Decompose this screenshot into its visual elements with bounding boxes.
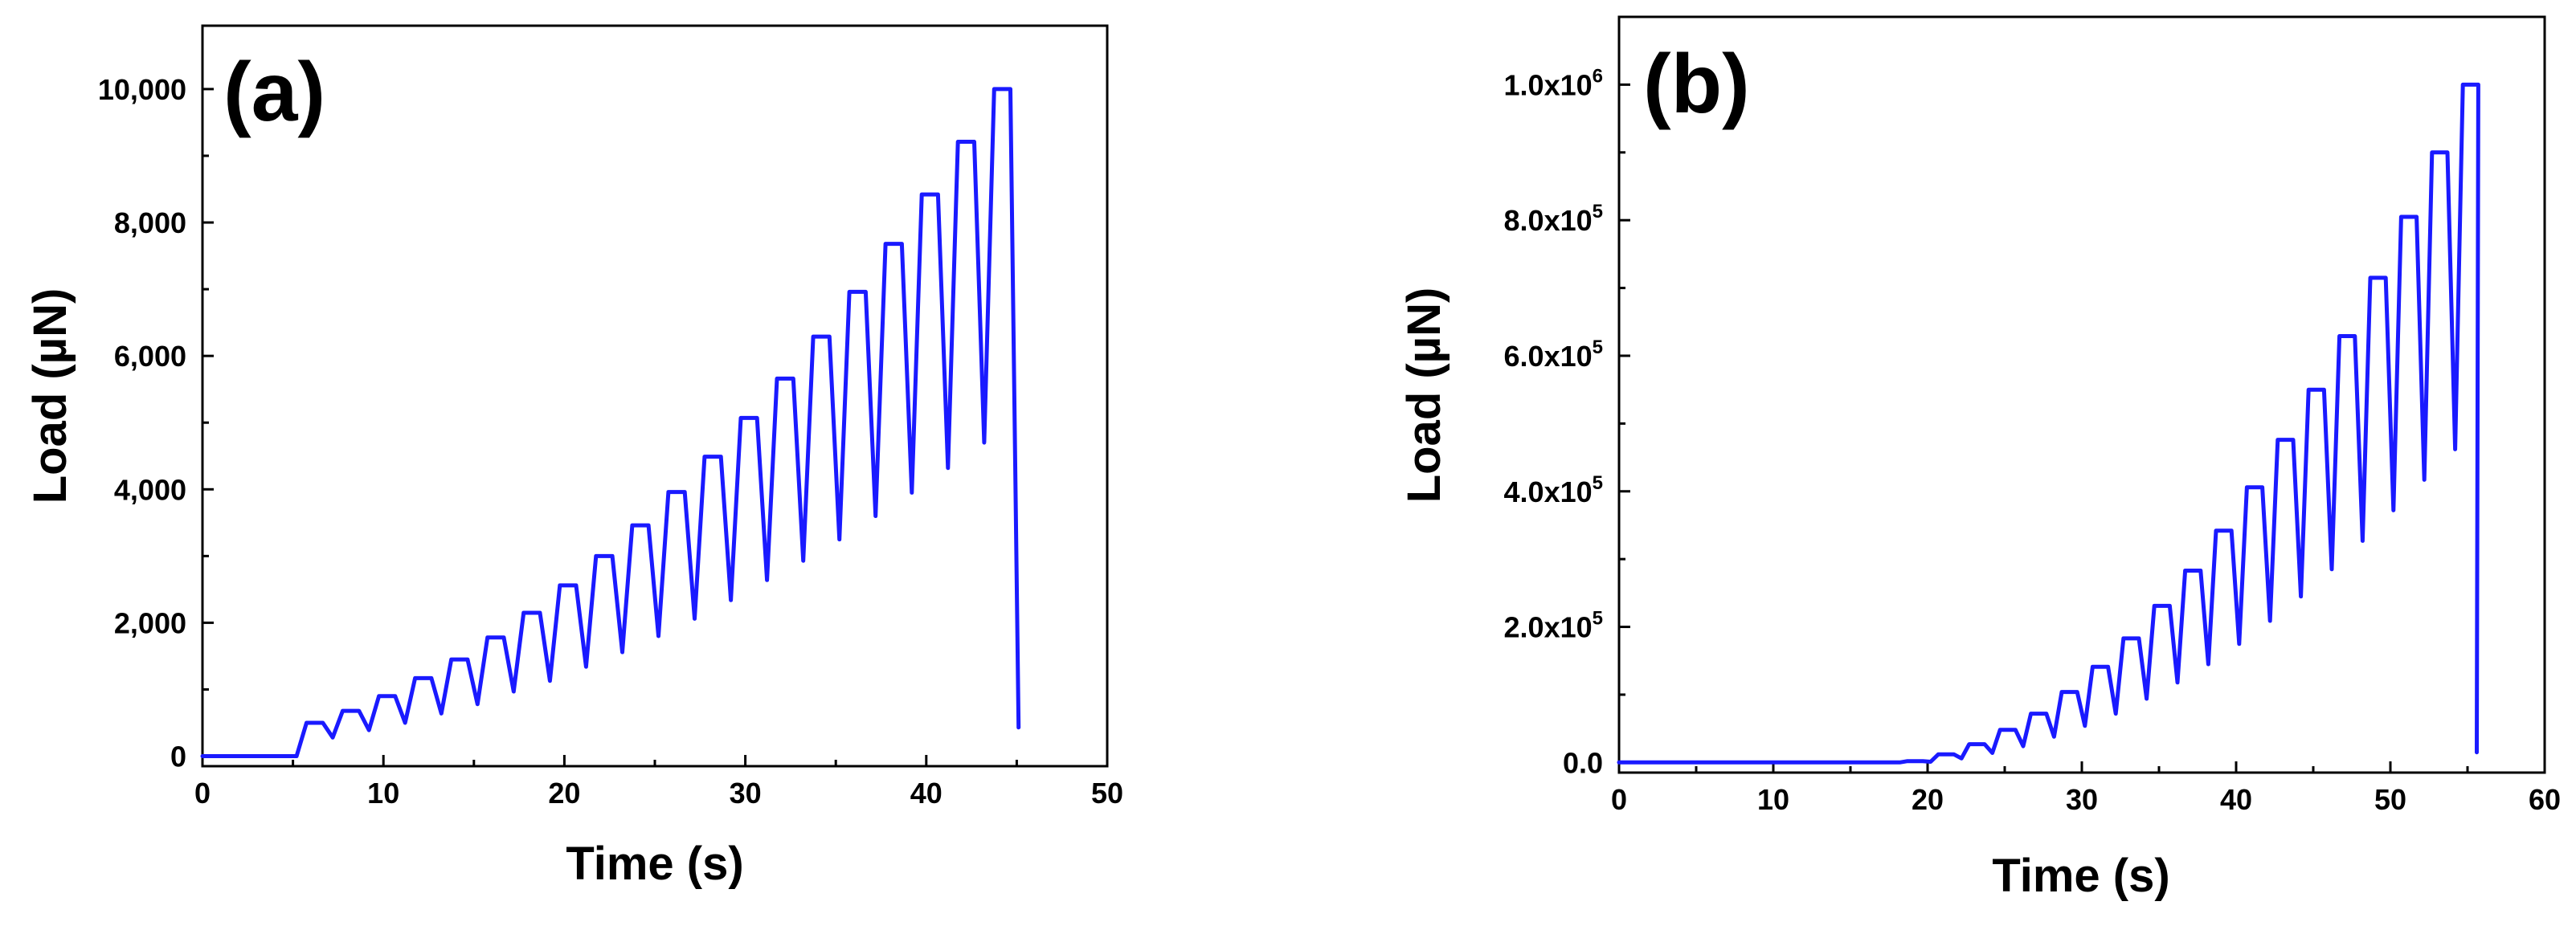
x-tick-label-b: 40 [2220, 783, 2252, 816]
x-tick-label-b: 30 [2066, 783, 2098, 816]
x-tick-label-b: 20 [1912, 783, 1944, 816]
x-tick-label-b: 10 [1757, 783, 1789, 816]
x-tick-label-a: 10 [367, 777, 399, 810]
x-tick-label-b: 60 [2529, 783, 2561, 816]
x-tick-label-a: 20 [548, 777, 580, 810]
plot-frame-a [201, 24, 1109, 768]
y-tick-label-b: 6.0x105 [1504, 337, 1603, 373]
y-tick-label-b: 4.0x105 [1504, 472, 1603, 508]
chart-panel-b: 0 10 20 30 40 50 60 0.0 2.0x105 4.0x105 6.0x105 8.0… [1398, 15, 2561, 902]
x-tick-label-a: 50 [1091, 777, 1123, 810]
y-tick-label-a: 4,000 [114, 473, 186, 506]
y-tick-label-b: 8.0x105 [1504, 201, 1603, 237]
y-axis-title-a: Load (µN) [24, 288, 76, 504]
panel-label-a: (a) [223, 46, 325, 139]
x-tick-label-a: 30 [730, 777, 762, 810]
y-tick-label-a: 0 [170, 740, 186, 773]
load-series-line-a [200, 87, 1021, 758]
ticks-b: 0 10 20 30 40 50 60 0.0 2.0x105 4.0x105 6.0x105 8.0… [1504, 65, 2561, 816]
x-tick-label-a: 0 [194, 777, 211, 810]
x-axis-title-b: Time (s) [1992, 850, 2169, 902]
plot-frame-b [1617, 15, 2546, 774]
y-tick-label-b: 1.0x106 [1504, 65, 1603, 101]
x-axis-title-a: Time (s) [566, 838, 743, 890]
y-tick-label-a: 10,000 [98, 73, 186, 106]
ticks-a: 0 10 20 30 40 50 0 2,000 4,000 6,000 8,000 10,000 [98, 73, 1123, 810]
y-tick-label-b: 2.0x105 [1504, 608, 1603, 644]
x-tick-label-b: 0 [1611, 783, 1627, 816]
y-axis-title-b: Load (µN) [1398, 288, 1450, 504]
x-tick-label-b: 50 [2374, 783, 2406, 816]
load-series-line-b [1617, 82, 2480, 765]
chart-panel-a: 0 10 20 30 40 50 0 2,000 4,000 6,000 8,000 10,000 (… [24, 24, 1123, 890]
y-tick-label-a: 8,000 [114, 206, 186, 239]
y-tick-label-b: 0.0 [1563, 746, 1603, 779]
y-tick-label-a: 2,000 [114, 606, 186, 639]
panel-label-b: (b) [1643, 38, 1750, 131]
y-tick-label-a: 6,000 [114, 340, 186, 373]
x-tick-label-a: 40 [910, 777, 942, 810]
